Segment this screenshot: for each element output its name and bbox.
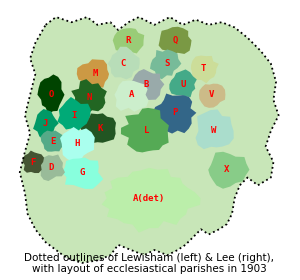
Polygon shape — [159, 27, 191, 54]
Text: U: U — [180, 80, 185, 89]
Text: N: N — [87, 93, 92, 102]
Text: D: D — [48, 163, 53, 172]
Text: with layout of ecclesiastical parishes in 1903: with layout of ecclesiastical parishes i… — [32, 264, 267, 274]
Text: W: W — [211, 127, 217, 136]
Text: Dotted outlines of Lewisham (left) & Lee (right),: Dotted outlines of Lewisham (left) & Lee… — [24, 253, 274, 263]
Polygon shape — [169, 69, 197, 97]
Text: X: X — [224, 165, 230, 174]
Polygon shape — [196, 109, 234, 149]
Polygon shape — [199, 84, 225, 108]
Text: E: E — [51, 137, 56, 146]
Text: C: C — [121, 59, 126, 68]
Polygon shape — [33, 109, 59, 139]
Text: T: T — [201, 64, 206, 73]
Polygon shape — [102, 168, 200, 233]
Polygon shape — [121, 108, 169, 152]
Polygon shape — [80, 113, 116, 143]
Text: S: S — [165, 59, 170, 68]
Text: J: J — [43, 119, 48, 128]
Text: G: G — [79, 168, 85, 177]
Text: I: I — [71, 111, 77, 120]
Polygon shape — [115, 81, 148, 112]
Text: F: F — [30, 158, 35, 167]
Polygon shape — [71, 79, 107, 115]
Polygon shape — [130, 69, 164, 100]
Text: M: M — [92, 69, 98, 78]
Polygon shape — [113, 28, 144, 56]
Text: V: V — [208, 90, 214, 99]
Polygon shape — [57, 97, 91, 132]
Polygon shape — [36, 155, 65, 181]
Polygon shape — [40, 130, 65, 152]
Polygon shape — [150, 50, 182, 79]
Text: A: A — [128, 90, 134, 99]
Polygon shape — [38, 74, 64, 114]
Polygon shape — [152, 94, 196, 134]
Text: P: P — [172, 108, 178, 117]
Text: K: K — [97, 124, 103, 133]
Text: H: H — [74, 139, 80, 148]
Text: L: L — [144, 127, 149, 136]
Text: R: R — [126, 36, 131, 45]
Text: Q: Q — [172, 36, 178, 45]
Polygon shape — [60, 127, 95, 162]
Polygon shape — [208, 152, 250, 189]
Polygon shape — [77, 59, 109, 91]
Polygon shape — [191, 55, 219, 83]
Polygon shape — [108, 47, 140, 79]
Text: A(det): A(det) — [133, 194, 165, 203]
Polygon shape — [62, 158, 103, 189]
Text: B: B — [144, 80, 149, 89]
Polygon shape — [20, 17, 279, 263]
Text: O: O — [48, 90, 53, 99]
Polygon shape — [22, 151, 44, 173]
